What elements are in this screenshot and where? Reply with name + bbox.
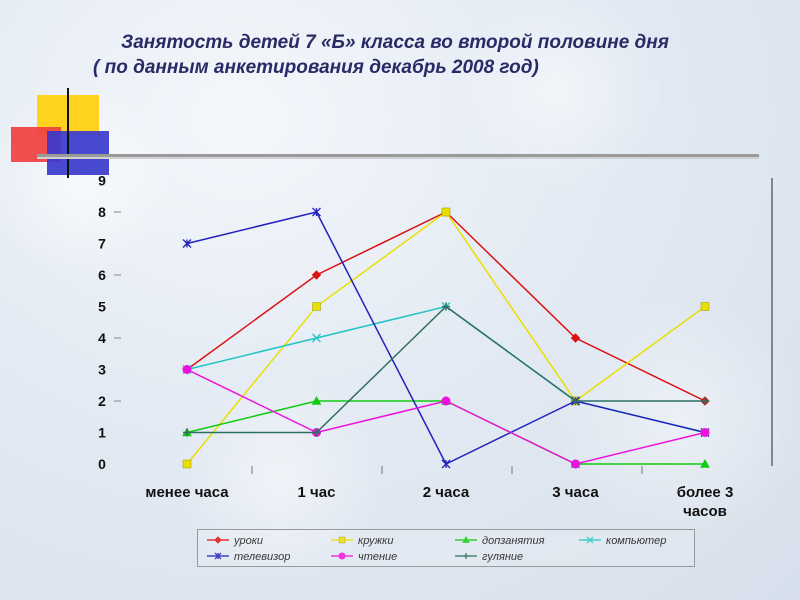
y-tick-label: 2 [98, 393, 106, 409]
title-line-2: ( по данным анкетирования декабрь 2008 г… [93, 57, 539, 78]
chart-legend [197, 529, 695, 567]
y-tick-label: 8 [98, 204, 106, 220]
x-tick-label: 2 часа [423, 484, 470, 501]
data-point-marker [441, 207, 451, 217]
data-point-marker [182, 239, 192, 248]
series-line [186, 210, 706, 465]
series-line [186, 368, 706, 465]
data-point-marker [312, 207, 321, 217]
data-point-marker [700, 302, 710, 311]
series-кружки [182, 207, 710, 469]
series-чтение [182, 365, 710, 469]
data-point-marker [571, 397, 580, 405]
data-point-marker [570, 333, 581, 343]
data-point-marker [441, 396, 451, 406]
decorative-squares [11, 88, 759, 178]
legend-label: чтение [358, 551, 397, 563]
y-tick-label: 6 [98, 267, 106, 283]
data-point-marker [214, 536, 222, 544]
y-tick-label: 5 [98, 299, 106, 315]
data-point-marker [462, 535, 470, 543]
x-tick-label: 1 час [298, 484, 336, 501]
series-гуляние [183, 302, 709, 437]
data-point-marker [571, 459, 580, 469]
legend-label: уроки [233, 535, 263, 547]
data-point-marker [463, 553, 469, 559]
data-point-marker [312, 333, 321, 343]
series-компьютер [182, 302, 710, 437]
x-tick-label: более 3 [677, 484, 734, 501]
y-tick-label: 0 [98, 456, 106, 472]
deco-blue-square [47, 131, 109, 175]
y-tick-label: 9 [98, 173, 106, 189]
data-point-marker [214, 552, 222, 560]
y-tick-label: 7 [98, 236, 106, 252]
legend-label: телевизор [234, 551, 290, 563]
data-point-marker [442, 302, 450, 311]
data-point-marker [700, 458, 710, 468]
data-point-marker [312, 428, 321, 437]
legend-label: допзанятия [482, 535, 545, 547]
series-телевизор [182, 207, 710, 469]
data-point-marker [311, 270, 322, 280]
data-point-marker [701, 397, 709, 405]
legend-item: кружки [331, 535, 393, 547]
data-point-marker [441, 459, 451, 469]
y-tick-label: 3 [98, 362, 106, 378]
title-line-1: Занятость детей 7 «Б» класса во второй п… [121, 32, 669, 53]
legend-item: гуляние [455, 551, 523, 563]
x-tick-label: менее часа [145, 484, 229, 501]
legend-item: допзанятия [455, 535, 545, 547]
legend-item: уроки [207, 535, 263, 547]
legend-label: компьютер [606, 535, 666, 547]
y-tick-label: 4 [98, 330, 106, 346]
legend-item: телевизор [207, 551, 290, 563]
data-point-marker [586, 536, 594, 544]
data-point-marker [183, 428, 191, 437]
legend-item: компьютер [579, 535, 666, 547]
data-point-marker [182, 459, 192, 469]
x-tick-label: 3 часа [552, 484, 599, 501]
data-point-marker [182, 365, 192, 374]
data-point-marker [312, 302, 321, 311]
data-point-marker [338, 552, 346, 560]
data-point-marker [311, 395, 322, 405]
data-point-marker [700, 428, 710, 437]
legend-label: кружки [358, 535, 393, 547]
deco-horizontal-rule [37, 154, 759, 158]
legend-label: гуляние [482, 551, 523, 563]
data-point-marker [338, 536, 346, 544]
series-line [186, 211, 706, 465]
y-tick-label: 1 [98, 425, 106, 441]
legend-item: чтение [331, 551, 397, 563]
x-tick-label: часов [683, 503, 727, 520]
